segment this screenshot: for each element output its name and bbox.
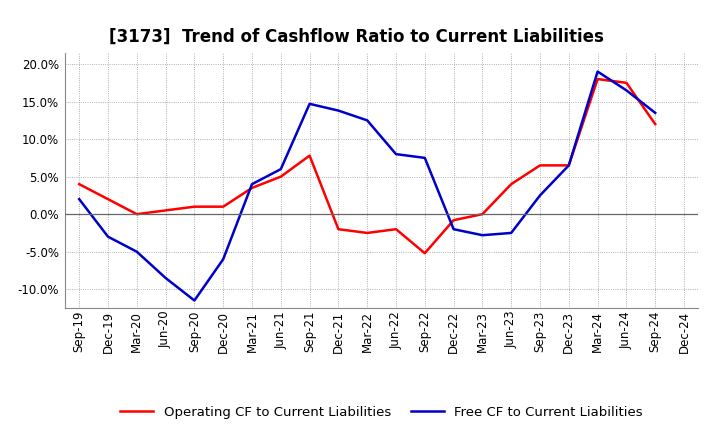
Free CF to Current Liabilities <box>449 227 458 232</box>
Free CF to Current Liabilities <box>334 108 343 113</box>
Operating CF to Current Liabilities <box>564 163 573 168</box>
Legend: Operating CF to Current Liabilities, Free CF to Current Liabilities: Operating CF to Current Liabilities, Fre… <box>115 400 648 424</box>
Line: Operating CF to Current Liabilities: Operating CF to Current Liabilities <box>79 79 655 253</box>
Free CF to Current Liabilities <box>363 118 372 123</box>
Free CF to Current Liabilities <box>132 249 141 254</box>
Operating CF to Current Liabilities <box>190 204 199 209</box>
Free CF to Current Liabilities <box>104 234 112 239</box>
Free CF to Current Liabilities <box>593 69 602 74</box>
Operating CF to Current Liabilities <box>104 197 112 202</box>
Operating CF to Current Liabilities <box>392 227 400 232</box>
Free CF to Current Liabilities <box>651 110 660 115</box>
Operating CF to Current Liabilities <box>622 80 631 85</box>
Line: Free CF to Current Liabilities: Free CF to Current Liabilities <box>79 72 655 301</box>
Free CF to Current Liabilities <box>305 101 314 106</box>
Free CF to Current Liabilities <box>219 257 228 262</box>
Free CF to Current Liabilities <box>478 233 487 238</box>
Operating CF to Current Liabilities <box>536 163 544 168</box>
Free CF to Current Liabilities <box>248 182 256 187</box>
Operating CF to Current Liabilities <box>449 217 458 223</box>
Operating CF to Current Liabilities <box>305 153 314 158</box>
Operating CF to Current Liabilities <box>132 212 141 217</box>
Free CF to Current Liabilities <box>564 163 573 168</box>
Free CF to Current Liabilities <box>536 193 544 198</box>
Operating CF to Current Liabilities <box>334 227 343 232</box>
Operating CF to Current Liabilities <box>75 182 84 187</box>
Operating CF to Current Liabilities <box>507 182 516 187</box>
Free CF to Current Liabilities <box>392 151 400 157</box>
Free CF to Current Liabilities <box>161 275 170 281</box>
Free CF to Current Liabilities <box>507 230 516 235</box>
Free CF to Current Liabilities <box>190 298 199 303</box>
Operating CF to Current Liabilities <box>478 212 487 217</box>
Text: [3173]  Trend of Cashflow Ratio to Current Liabilities: [3173] Trend of Cashflow Ratio to Curren… <box>109 28 604 46</box>
Operating CF to Current Liabilities <box>363 230 372 235</box>
Operating CF to Current Liabilities <box>161 208 170 213</box>
Free CF to Current Liabilities <box>622 88 631 93</box>
Free CF to Current Liabilities <box>420 155 429 161</box>
Operating CF to Current Liabilities <box>248 185 256 191</box>
Operating CF to Current Liabilities <box>420 250 429 256</box>
Free CF to Current Liabilities <box>75 197 84 202</box>
Free CF to Current Liabilities <box>276 166 285 172</box>
Operating CF to Current Liabilities <box>219 204 228 209</box>
Operating CF to Current Liabilities <box>276 174 285 179</box>
Operating CF to Current Liabilities <box>651 121 660 127</box>
Operating CF to Current Liabilities <box>593 77 602 82</box>
